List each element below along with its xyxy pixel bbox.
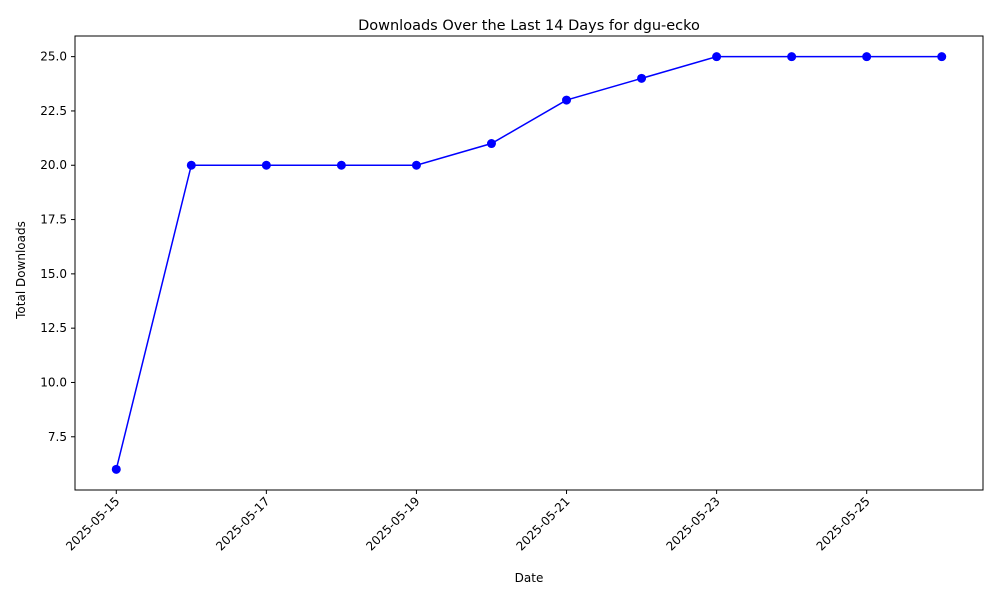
x-axis-ticks: 2025-05-15 2025-05-17 2025-05-19 2025-05-21… <box>63 490 873 553</box>
data-point <box>336 160 346 170</box>
plot-area <box>74 35 984 491</box>
x-tick-label: 2025-05-15 <box>63 494 122 553</box>
x-tick-label: 2025-05-21 <box>513 494 572 553</box>
data-point <box>411 160 421 170</box>
data-point <box>937 52 947 62</box>
y-axis-ticks: 7.5 10.0 12.5 15.0 17.5 20.0 22.5 25.0 <box>40 50 75 444</box>
y-tick-label: 7.5 <box>48 430 67 444</box>
y-tick-label: 15.0 <box>40 267 67 281</box>
y-tick-label: 10.0 <box>40 375 67 389</box>
x-tick-label: 2025-05-23 <box>664 494 723 553</box>
data-point <box>261 160 271 170</box>
data-point <box>712 52 722 62</box>
y-tick-label: 22.5 <box>40 104 67 118</box>
plot-frame <box>74 35 984 491</box>
data-point <box>787 52 797 62</box>
y-tick-label: 20.0 <box>40 158 67 172</box>
y-axis-title: Total Downloads <box>14 221 28 320</box>
y-tick-label: 17.5 <box>40 213 67 227</box>
data-point <box>562 95 572 105</box>
data-point <box>486 139 496 149</box>
y-tick-label: 25.0 <box>40 50 67 64</box>
x-tick-label: 2025-05-25 <box>814 494 873 553</box>
data-point <box>111 464 121 474</box>
x-axis-title: Date <box>515 571 544 585</box>
chart-title: Downloads Over the Last 14 Days for dgu-… <box>358 18 700 34</box>
data-point <box>862 52 872 62</box>
y-tick-label: 12.5 <box>40 321 67 335</box>
x-tick-label: 2025-05-17 <box>213 494 272 553</box>
x-tick-label: 2025-05-19 <box>363 494 422 553</box>
series-layer <box>111 52 947 474</box>
series-line <box>115 55 942 470</box>
data-point <box>186 160 196 170</box>
data-point <box>637 73 647 83</box>
